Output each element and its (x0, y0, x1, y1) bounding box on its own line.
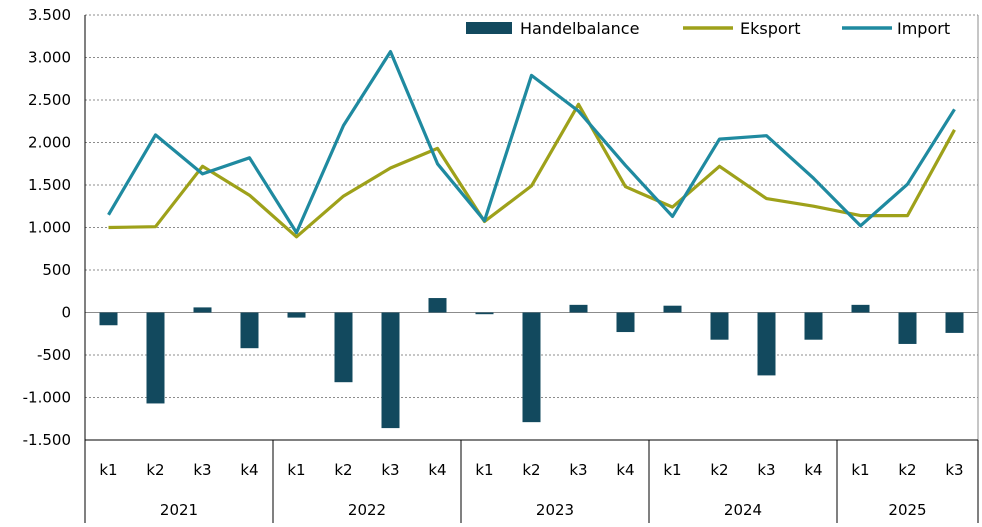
bar (710, 312, 729, 340)
bar (193, 307, 212, 313)
x-category-label: k2 (898, 461, 916, 479)
bar (898, 312, 917, 344)
x-category-label: k1 (475, 461, 493, 479)
x-category-label: k3 (381, 461, 399, 479)
x-category-label: k1 (99, 461, 117, 479)
bar (334, 312, 353, 383)
legend-swatch-handelbalance (466, 22, 512, 34)
y-tick-label: 3.000 (28, 49, 71, 67)
x-category-label: k4 (428, 461, 446, 479)
bar (240, 312, 259, 349)
y-axis-tick-labels: -1.500 -1.000 -500 0 500 1.000 1.500 2.000 2.500… (23, 6, 71, 449)
x-category-label: k3 (945, 461, 963, 479)
bar (381, 312, 400, 429)
x-category-label: k2 (522, 461, 540, 479)
bar (945, 312, 964, 333)
bar (475, 312, 494, 315)
x-category-label: k1 (851, 461, 869, 479)
series-line-import (107, 49, 956, 235)
bar (522, 312, 541, 423)
series-lines (107, 49, 956, 239)
x-category-label: k4 (804, 461, 822, 479)
x-axis-group-labels: 2021 2022 2023 2024 2025 (160, 501, 927, 519)
x-category-label: k3 (757, 461, 775, 479)
bar (569, 304, 588, 313)
legend-label-import: Import (897, 19, 950, 38)
bars-handelbalance (99, 298, 964, 429)
axes (84, 15, 979, 523)
legend-label-handelbalance: Handelbalance (520, 19, 639, 38)
bar (428, 298, 447, 313)
x-category-label: k4 (616, 461, 634, 479)
y-tick-label: 0 (61, 304, 71, 322)
x-group-label: 2021 (160, 501, 198, 519)
x-category-label: k1 (287, 461, 305, 479)
x-category-label: k4 (240, 461, 258, 479)
series-line-eksport (108, 102, 956, 239)
bar (804, 312, 823, 340)
y-tick-label: 2.500 (28, 91, 71, 109)
bar (146, 312, 165, 404)
bar (287, 312, 306, 318)
x-axis-category-labels: k1 k2 k3 k4 k1 k2 k3 k4 k1 k2 k3 k4 k1 k2 k3 k4 k1 k2 k3 (99, 461, 963, 479)
x-group-label: 2024 (724, 501, 762, 519)
bar (851, 304, 870, 313)
bar (757, 312, 776, 376)
bar (616, 312, 635, 333)
y-tick-label: -1.500 (23, 431, 71, 449)
x-category-label: k1 (663, 461, 681, 479)
x-group-label: 2023 (536, 501, 574, 519)
bar (99, 312, 118, 326)
y-tick-label: -500 (37, 346, 71, 364)
x-category-label: k2 (146, 461, 164, 479)
x-category-label: k2 (334, 461, 352, 479)
x-category-label: k2 (710, 461, 728, 479)
x-group-label: 2022 (348, 501, 386, 519)
legend-label-eksport: Eksport (740, 19, 801, 38)
x-category-label: k3 (193, 461, 211, 479)
y-tick-label: 3.500 (28, 6, 71, 24)
legend: Handelbalance Eksport Import (466, 19, 950, 38)
y-tick-label: -1.000 (23, 389, 71, 407)
y-tick-label: 2.000 (28, 134, 71, 152)
bar (663, 305, 682, 313)
y-tick-label: 500 (42, 261, 71, 279)
x-group-label: 2025 (888, 501, 926, 519)
y-tick-label: 1.500 (28, 176, 71, 194)
x-category-label: k3 (569, 461, 587, 479)
y-tick-label: 1.000 (28, 219, 71, 237)
